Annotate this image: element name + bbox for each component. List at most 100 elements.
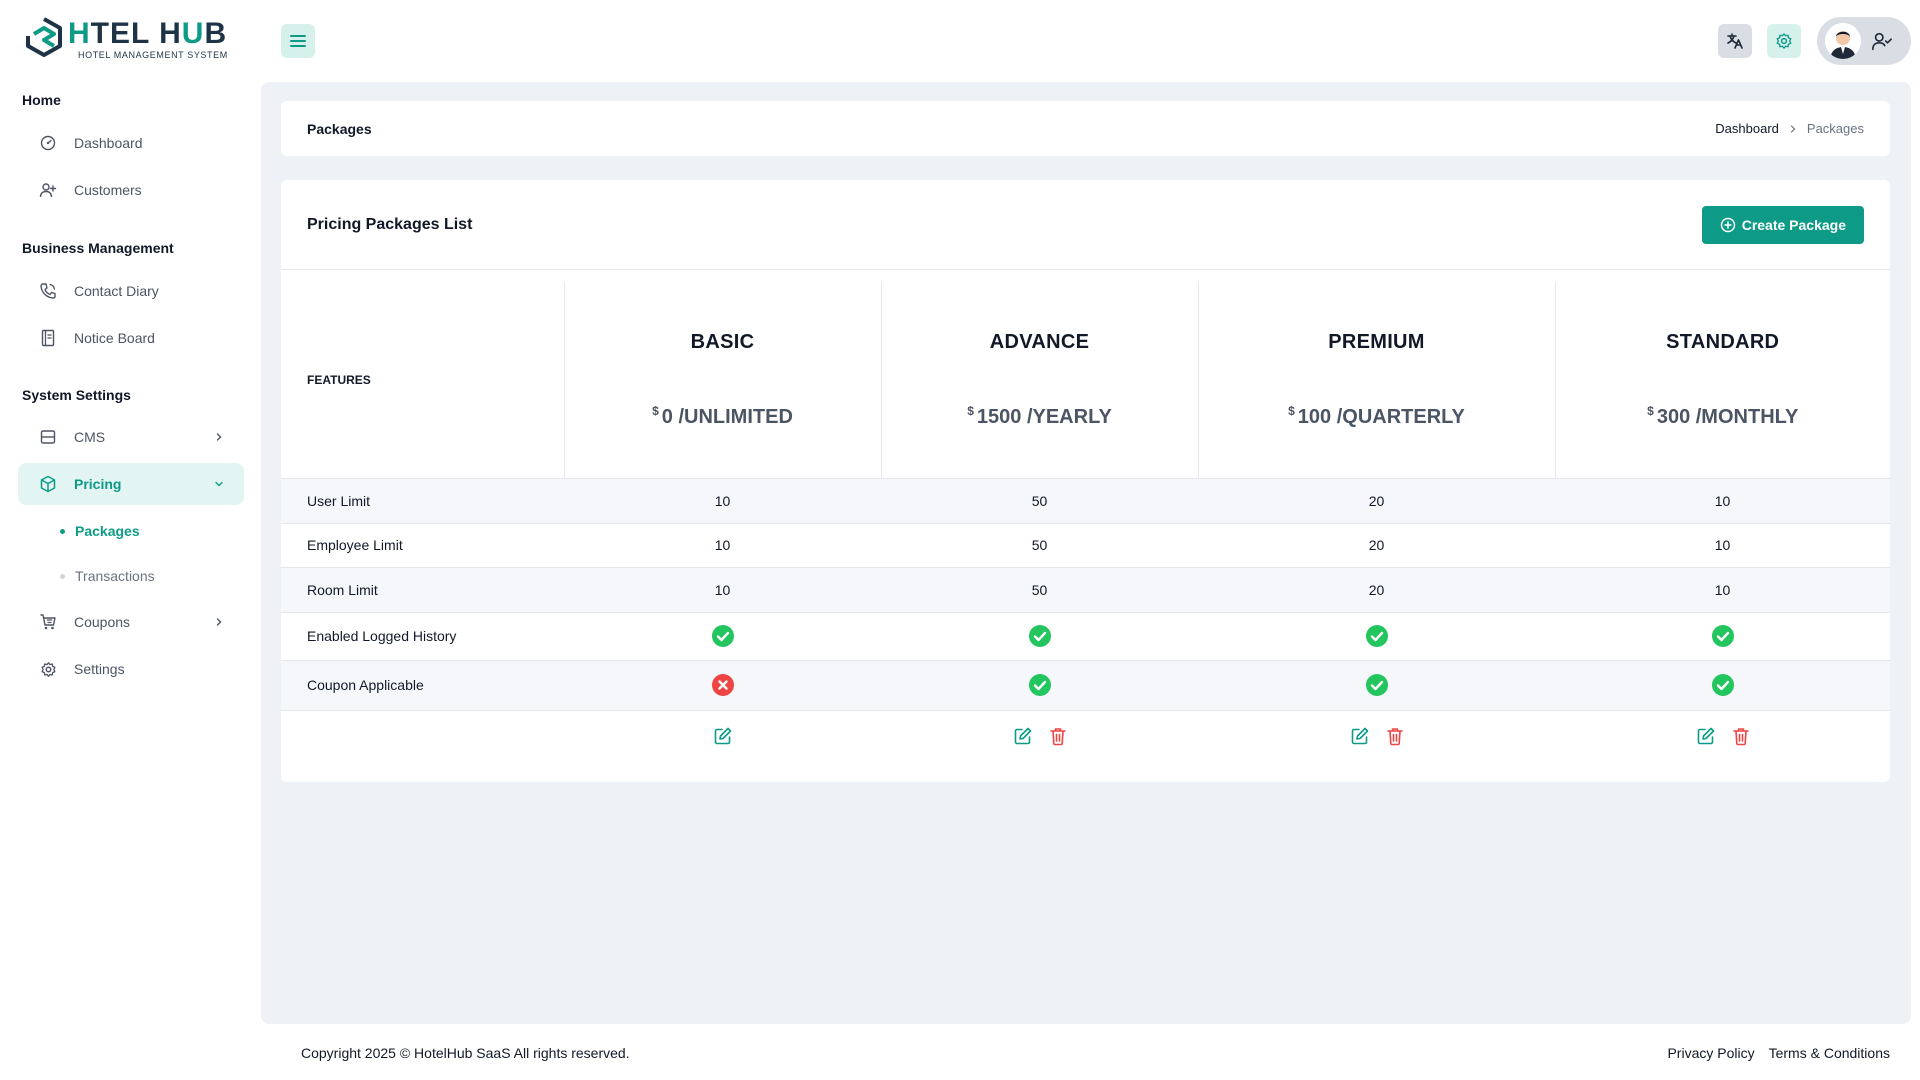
sidebar-item-contact-diary[interactable]: Contact Diary: [18, 270, 244, 312]
profile-menu[interactable]: [1817, 17, 1911, 65]
chevron-right-icon: [216, 618, 222, 626]
table-cell: [1555, 611, 1890, 660]
sidebar-item-pricing[interactable]: Pricing: [18, 463, 244, 505]
sidebar-item-notice-board[interactable]: Notice Board: [18, 317, 244, 359]
layout-icon: [38, 427, 58, 447]
table-row-actions: [281, 709, 1890, 764]
table-row-logged-history: Enabled Logged History: [281, 611, 1890, 660]
sidebar-item-label: Pricing: [74, 476, 122, 492]
sidebar-subitem-label: Transactions: [75, 568, 155, 584]
sidebar-item-dashboard[interactable]: Dashboard: [18, 122, 244, 164]
pricing-table: FEATURES BASIC $0 /UNLIMITED ADVANCE $15…: [281, 270, 1890, 764]
user-plus-icon: [38, 180, 58, 200]
breadcrumb-link-dashboard[interactable]: Dashboard: [1715, 121, 1779, 136]
currency-symbol: $: [1288, 403, 1295, 418]
x-circle-icon: [711, 674, 734, 696]
sidebar-subitem-transactions[interactable]: Transactions: [60, 565, 155, 587]
plan-price: $300 /MONTHLY: [1647, 403, 1799, 428]
card-title: Pricing Packages List: [307, 215, 473, 233]
check-circle-icon: [711, 625, 734, 647]
sidebar-item-cms[interactable]: CMS: [18, 416, 244, 458]
actions-cell: [1555, 709, 1890, 764]
app-logo[interactable]: HTEL HUB HOTEL MANAGEMENT SYSTEM: [24, 14, 244, 64]
gear-icon: [1776, 33, 1792, 49]
sidebar-item-label: Dashboard: [74, 135, 143, 151]
table-cell: 50: [881, 477, 1198, 523]
nav-section-home: Home: [22, 92, 61, 108]
check-circle-icon: [1028, 625, 1051, 647]
logo-mark-icon: [26, 17, 62, 57]
phone-icon: [38, 281, 58, 301]
currency-symbol: $: [1647, 403, 1654, 418]
breadcrumb-current: Packages: [1806, 121, 1864, 136]
menu-toggle-button[interactable]: [281, 24, 315, 58]
sidebar-subitem-packages[interactable]: Packages: [60, 520, 140, 542]
delete-package-button[interactable]: [1049, 726, 1067, 749]
table-cell: 10: [1555, 477, 1890, 523]
table-cell: 20: [1198, 522, 1555, 567]
table-cell: 20: [1198, 566, 1555, 612]
edit-icon: [1697, 727, 1714, 745]
edit-package-button[interactable]: [1350, 726, 1370, 749]
trash-icon: [1049, 727, 1066, 746]
terms-link[interactable]: Terms & Conditions: [1768, 1045, 1890, 1061]
sidebar-item-label: Notice Board: [74, 330, 155, 346]
cart-icon: [38, 612, 58, 632]
sidebar-item-coupons[interactable]: Coupons: [18, 601, 244, 643]
dashboard-icon: [38, 133, 58, 153]
user-check-icon: [1872, 32, 1892, 51]
edit-package-button[interactable]: [1013, 726, 1033, 749]
delete-package-button[interactable]: [1732, 726, 1750, 749]
feature-label: Enabled Logged History: [281, 611, 564, 660]
actions-cell: [564, 709, 881, 764]
plan-header-row: FEATURES BASIC $0 /UNLIMITED ADVANCE $15…: [281, 282, 1890, 478]
sidebar-item-customers[interactable]: Customers: [18, 169, 244, 211]
plan-price: $100 /QUARTERLY: [1288, 403, 1465, 428]
feature-label: Employee Limit: [281, 522, 564, 567]
currency-symbol: $: [967, 403, 974, 418]
footer-links: Privacy Policy Terms & Conditions: [1667, 1045, 1890, 1061]
language-button[interactable]: [1718, 24, 1752, 58]
plan-column-premium: PREMIUM $100 /QUARTERLY: [1197, 282, 1555, 478]
bullet-icon: [60, 573, 65, 579]
plan-price: $1500 /YEARLY: [967, 403, 1112, 428]
sidebar-item-settings[interactable]: Settings: [18, 648, 244, 690]
table-cell: 10: [1555, 566, 1890, 612]
sidebar-item-label: Settings: [74, 661, 125, 677]
sidebar-item-label: CMS: [74, 429, 106, 445]
plan-column-basic: BASIC $0 /UNLIMITED: [563, 282, 881, 478]
create-package-button[interactable]: Create Package: [1701, 205, 1864, 244]
brand-name: HTEL HUB: [68, 16, 228, 50]
actions-cell: [1198, 709, 1555, 764]
plan-name: PREMIUM: [1328, 330, 1425, 353]
package-icon: [38, 474, 58, 494]
table-cell: [1198, 611, 1555, 660]
plan-price: $0 /UNLIMITED: [652, 403, 793, 428]
trash-icon: [1386, 727, 1403, 746]
table-cell: 50: [881, 522, 1198, 567]
nav-section-business: Business Management: [22, 240, 174, 256]
breadcrumb-bar: Packages Dashboard Packages: [281, 101, 1890, 156]
footer-copyright: Copyright 2025 © HotelHub SaaS All right…: [301, 1045, 630, 1061]
feature-label: Coupon Applicable: [281, 659, 564, 710]
privacy-policy-link[interactable]: Privacy Policy: [1667, 1045, 1755, 1061]
table-cell: [1198, 659, 1555, 710]
brand-tagline: HOTEL MANAGEMENT SYSTEM: [78, 49, 228, 60]
delete-package-button[interactable]: [1386, 726, 1404, 749]
table-cell: 10: [564, 566, 881, 612]
table-cell: 50: [881, 566, 1198, 612]
check-circle-icon: [1711, 625, 1734, 647]
table-cell: [1555, 659, 1890, 710]
page-title: Packages: [307, 120, 372, 137]
hamburger-icon: [290, 35, 306, 47]
features-header: FEATURES: [307, 372, 371, 387]
bullet-icon: [60, 528, 65, 534]
gear-icon: [38, 659, 58, 679]
edit-package-button[interactable]: [1696, 726, 1716, 749]
table-cell: [564, 659, 881, 710]
sidebar-item-label: Coupons: [74, 614, 131, 630]
edit-package-button[interactable]: [713, 726, 733, 749]
breadcrumb: Dashboard Packages: [1715, 121, 1864, 136]
table-cell: [881, 659, 1198, 710]
settings-button[interactable]: [1767, 24, 1801, 58]
